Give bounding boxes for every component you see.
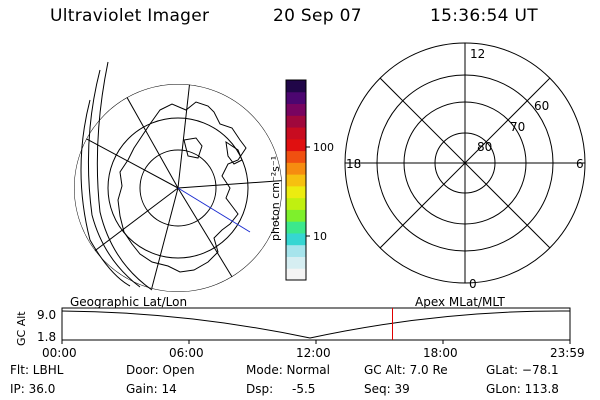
mlt-label-18: 18 — [346, 157, 361, 171]
mlat-label-80: 80 — [477, 140, 492, 154]
seq-status: Seq: 39 — [364, 382, 410, 396]
latitude-circle — [139, 149, 217, 227]
instrument-title: Ultraviolet Imager — [50, 6, 210, 26]
latitude-arc — [87, 69, 141, 288]
colorbar-segment — [286, 197, 306, 210]
meridian-line — [79, 187, 179, 263]
mlat-label-70: 70 — [510, 120, 525, 134]
colorbar-unit-label: photon cm⁻²s⁻¹ — [269, 156, 282, 241]
gc-alt-status: GC Alt: 7.0 Re — [364, 363, 448, 377]
timeline-x-tick-label: 06:00 — [169, 346, 204, 360]
timeline-x-tick-label: 00:00 — [42, 346, 77, 360]
mlt-label-6: 6 — [576, 157, 584, 171]
colorbar-segment — [286, 138, 306, 152]
colorbar-tick-label: 100 — [313, 141, 334, 154]
colorbar-segment — [286, 174, 306, 187]
mlt-label-0: 0 — [469, 277, 477, 291]
timeline-x-tick-label: 18:00 — [423, 346, 458, 360]
timeline-y-axis-label: GC Alt — [15, 311, 28, 346]
colorbar-segment — [286, 268, 306, 281]
island-outline — [183, 137, 203, 159]
colorbar-segment — [286, 185, 306, 199]
meridian-line — [119, 84, 179, 189]
meridian-line — [149, 187, 179, 292]
colorbar-segment — [286, 244, 306, 257]
colorbar-segment — [286, 162, 306, 175]
door-status: Door: Open — [126, 363, 195, 377]
filter-status: Flt: LBHL — [10, 363, 64, 377]
meridian-line — [177, 84, 191, 189]
meridian-line — [177, 179, 282, 189]
colorbar-scale — [286, 80, 306, 281]
colorbar-segment — [286, 80, 306, 93]
satellite-track — [177, 187, 251, 233]
mlt-label-12: 12 — [470, 47, 485, 61]
island-outline — [225, 140, 243, 165]
timeline-x-ticks — [61, 340, 571, 344]
timeline-x-tick-label: 23:59 — [550, 346, 585, 360]
mlt-line-diagonal — [379, 77, 551, 249]
ip-status: IP: 36.0 — [10, 382, 56, 396]
time-label: 15:36:54 UT — [430, 6, 538, 26]
meridian-line — [177, 187, 241, 291]
meridian-line — [74, 129, 179, 189]
continent-outline — [117, 101, 247, 273]
date-label: 20 Sep 07 — [273, 6, 362, 26]
glon-status: GLon: 113.8 — [486, 382, 559, 396]
colorbar-segment — [286, 232, 306, 246]
colorbar-segment — [286, 103, 306, 116]
timeline-x-tick-label: 12:00 — [296, 346, 331, 360]
mlat-label-60: 60 — [534, 99, 549, 113]
colorbar-segment — [286, 150, 306, 163]
altitude-curve — [61, 310, 571, 339]
latitude-arc — [80, 99, 131, 287]
geographic-caption: Geographic Lat/Lon — [70, 295, 188, 309]
colorbar-segment — [286, 256, 306, 269]
glat-status: GLat: −78.1 — [486, 363, 559, 377]
gain-status: Gain: 14 — [126, 382, 177, 396]
timeline-y-tick: 1.8 — [37, 330, 56, 344]
dsp-label: Dsp: — [246, 382, 274, 396]
timeline-y-tick: 9.0 — [37, 308, 56, 322]
latitude-arc — [96, 61, 153, 291]
colorbar-segment — [286, 209, 306, 222]
latitude-circle — [107, 117, 249, 259]
colorbar-segment — [286, 91, 306, 105]
magnetic-caption: Apex MLat/MLT — [415, 295, 505, 309]
mode-status: Mode: Normal — [246, 363, 330, 377]
dsp-value: -5.5 — [292, 382, 316, 396]
colorbar-segment — [286, 115, 306, 128]
colorbar-tick-label: 10 — [313, 230, 327, 243]
colorbar-segment — [286, 127, 306, 140]
colorbar-segment — [286, 221, 306, 234]
colorbar-frame — [285, 79, 307, 281]
